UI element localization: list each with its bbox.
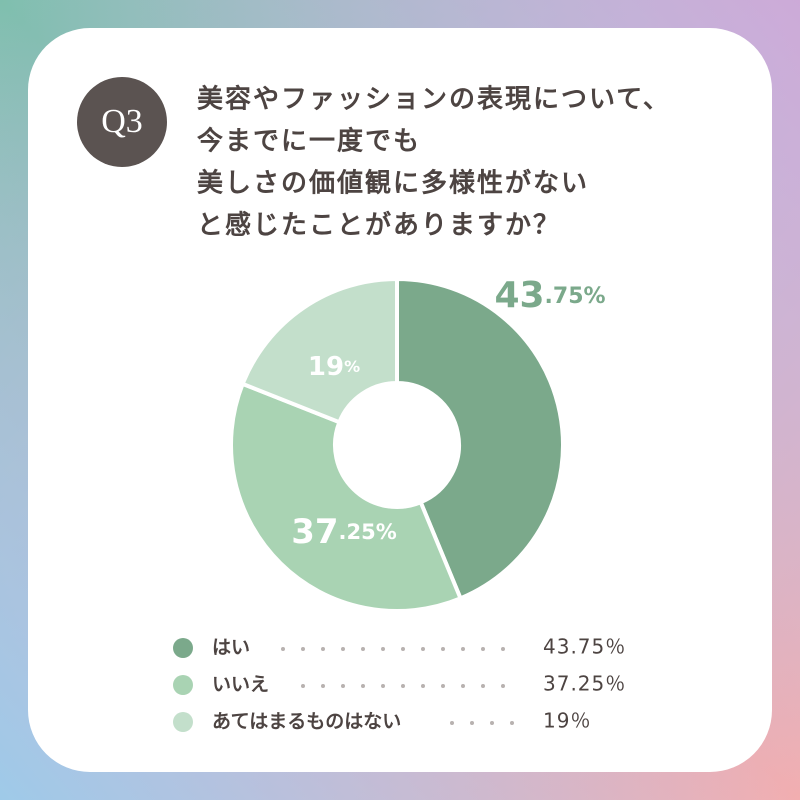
leader-dot: [441, 647, 445, 651]
leader-dot: [361, 647, 365, 651]
value-label: 43.75%: [494, 275, 605, 316]
legend-value: 19％: [543, 709, 591, 733]
donut-slice: [229, 381, 464, 613]
legend-label: はい: [212, 637, 250, 659]
leader-dot: [361, 684, 365, 688]
leader-dot: [481, 647, 485, 651]
leader-dot: [441, 684, 445, 688]
legend-label: いいえ: [212, 674, 269, 696]
leader-dot: [301, 684, 305, 688]
legend: はい 43.75％ いいえ 37.25％ あてはまるものはない 19％: [173, 635, 626, 733]
legend-swatch: [173, 675, 193, 695]
donut-slice: [395, 276, 565, 601]
legend-value: 43.75％: [543, 635, 626, 659]
badge: [77, 77, 167, 167]
leader-dot: [381, 684, 385, 688]
legend-value: 37.25％: [543, 672, 626, 696]
value-label: 19%: [308, 352, 360, 382]
leader-dot: [450, 721, 454, 725]
value-label: 37.25%: [291, 512, 397, 552]
legend-label: あてはまるものはない: [212, 711, 401, 733]
badge-text: Q3: [101, 103, 143, 140]
donut-chart: 43.75% 37.25% 19%: [229, 275, 606, 613]
legend-swatch: [173, 638, 193, 658]
leader-dot: [510, 721, 514, 725]
leader-dot: [470, 721, 474, 725]
title-line: 今までに一度でも: [197, 126, 421, 157]
leader-dot: [401, 647, 405, 651]
leader-dot: [401, 684, 405, 688]
title-line: 美容やファッションの表現について、: [197, 84, 671, 115]
leader-dot: [341, 647, 345, 651]
leader-dot: [301, 647, 305, 651]
card: [28, 28, 772, 772]
leader-dot: [421, 684, 425, 688]
title: 美容やファッションの表現について、今までに一度でも美しさの価値観に多様性がないと…: [197, 84, 671, 241]
leader-dot: [501, 647, 505, 651]
leader-dot: [481, 684, 485, 688]
legend-swatch: [173, 712, 193, 732]
leader-dot: [281, 647, 285, 651]
title-line: 美しさの価値観に多様性がない: [197, 168, 589, 199]
leader-dot: [381, 647, 385, 651]
donut-slice: [240, 276, 399, 425]
leader-dot: [421, 647, 425, 651]
leader-dot: [461, 684, 465, 688]
leader-dot: [461, 647, 465, 651]
title-line: と感じたことがありますか？: [197, 210, 561, 241]
leader-dot: [341, 684, 345, 688]
leader-dot: [501, 684, 505, 688]
leader-dot: [490, 721, 494, 725]
leader-dot: [321, 684, 325, 688]
leader-dot: [321, 647, 325, 651]
